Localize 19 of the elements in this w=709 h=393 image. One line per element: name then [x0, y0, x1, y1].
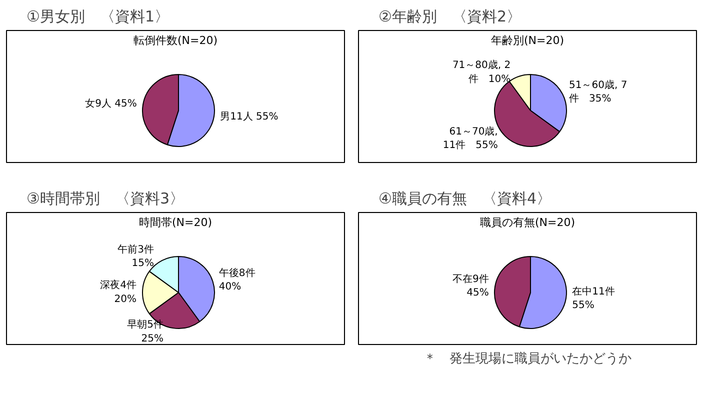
chart-subtitle: 時間帯(N=20) — [138, 216, 212, 229]
slice-label: 61～70歳, 11件 55% — [442, 125, 498, 152]
slice-label: 51～60歳, 7 件 35% — [569, 78, 628, 105]
text: ＊ 発生現場に職員がいたかどうか — [424, 352, 632, 366]
slice-label: 在中11件 55% — [572, 285, 615, 312]
chart-title: ②年齢別 〈資料2〉 — [378, 8, 522, 26]
chart-subtitle: 転倒件数(N=20) — [133, 34, 218, 47]
slice-label: 女9人 45% — [85, 98, 137, 110]
chart-subtitle: 職員の有無(N=20) — [480, 216, 576, 229]
slice-label: 午前3件 15% — [118, 243, 154, 270]
slice-label: 深夜4件 20% — [100, 279, 137, 305]
chart-title: ③時間帯別 〈資料3〉 — [26, 190, 184, 208]
slice-label: 71～80歳, 2 件 10% — [452, 59, 511, 85]
chart-subtitle: 年齢別(N=20) — [490, 34, 564, 47]
slice-label: 午後8件 40% — [218, 266, 256, 293]
slice-label: 男11人 55% — [220, 111, 278, 122]
chart-title: ④職員の有無 〈資料4〉 — [378, 190, 552, 208]
chart-title: ①男女別 〈資料1〉 — [26, 8, 170, 26]
slice-label: 不在9件 45% — [452, 272, 489, 299]
